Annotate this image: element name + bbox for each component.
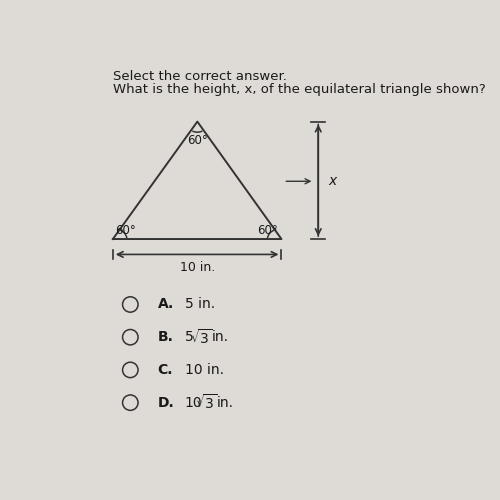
Text: Select the correct answer.: Select the correct answer. [113,70,287,82]
Text: 60°: 60° [187,134,208,147]
Text: C.: C. [158,363,173,377]
Text: 5: 5 [184,330,194,344]
Text: A.: A. [158,298,174,312]
Text: 10: 10 [184,396,202,409]
Text: 5 in.: 5 in. [184,298,214,312]
Text: $\sqrt{3}$: $\sqrt{3}$ [194,393,216,412]
Text: 60°: 60° [256,224,278,236]
Text: What is the height, x, of the equilateral triangle shown?: What is the height, x, of the equilatera… [113,83,486,96]
Text: in.: in. [217,396,234,409]
Text: 10 in.: 10 in. [184,363,224,377]
Text: D.: D. [158,396,174,409]
Text: 60°: 60° [116,224,136,236]
Text: $\sqrt{3}$: $\sqrt{3}$ [190,328,212,346]
Text: B.: B. [158,330,174,344]
Text: x: x [328,174,336,188]
Text: in.: in. [212,330,229,344]
Text: 10 in.: 10 in. [180,262,215,274]
